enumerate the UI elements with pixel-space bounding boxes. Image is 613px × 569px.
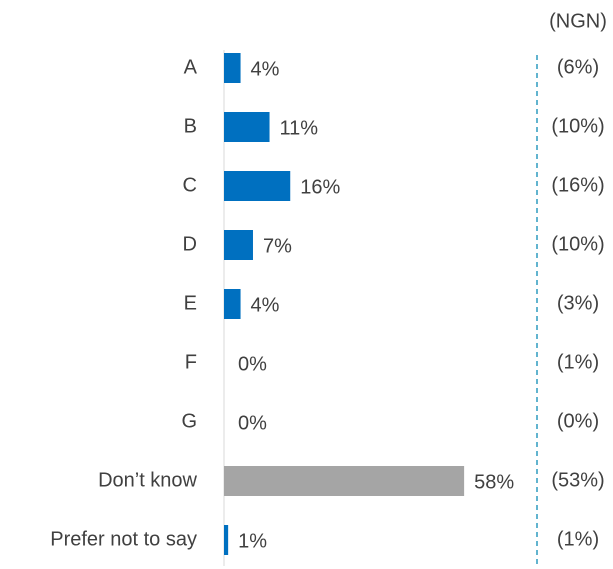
bar xyxy=(224,53,241,83)
comparison-header: (NGN) xyxy=(549,10,607,32)
category-label: Prefer not to say xyxy=(50,528,197,550)
category-label: E xyxy=(184,292,197,314)
bar xyxy=(224,112,270,142)
value-label: 16% xyxy=(300,176,340,198)
comparison-label: (3%) xyxy=(557,292,599,314)
category-label: Don’t know xyxy=(98,469,197,491)
comparison-label: (16%) xyxy=(551,174,604,196)
comparison-label: (1%) xyxy=(557,528,599,550)
bar xyxy=(224,230,253,260)
category-label: D xyxy=(183,233,197,255)
category-label: C xyxy=(183,174,197,196)
value-label: 4% xyxy=(251,58,280,80)
bar xyxy=(224,466,465,496)
category-label: A xyxy=(184,56,198,78)
value-label: 11% xyxy=(280,117,319,139)
value-label: 4% xyxy=(251,294,280,316)
bar xyxy=(224,171,291,201)
comparison-label: (53%) xyxy=(551,469,604,491)
comparison-label: (10%) xyxy=(551,115,604,137)
value-label: 0% xyxy=(238,412,267,434)
value-label: 58% xyxy=(474,471,514,493)
comparison-label: (10%) xyxy=(551,233,604,255)
value-label: 7% xyxy=(263,235,292,257)
category-label: F xyxy=(185,351,197,373)
category-label: B xyxy=(184,115,197,137)
comparison-label: (1%) xyxy=(557,351,599,373)
comparison-label: (6%) xyxy=(557,56,599,78)
bar xyxy=(224,289,241,319)
category-label: G xyxy=(181,410,197,432)
comparison-label: (0%) xyxy=(557,410,599,432)
bar xyxy=(224,525,229,555)
value-label: 1% xyxy=(238,530,267,552)
value-label: 0% xyxy=(238,353,267,375)
